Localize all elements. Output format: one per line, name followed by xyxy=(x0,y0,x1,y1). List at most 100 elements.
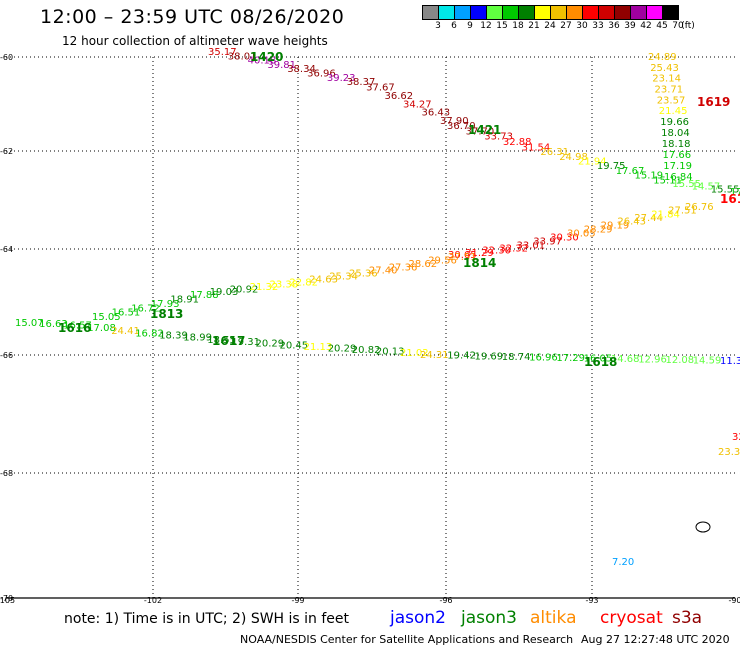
legend-bin-label: 39 xyxy=(624,21,636,31)
wave-height-value: 30.65 xyxy=(448,250,477,261)
legend-bin-label: 30 xyxy=(576,21,588,31)
track-id-label: 1619 xyxy=(697,95,730,109)
wave-height-value: 16.72 xyxy=(131,303,160,314)
wave-height-value: 18.39 xyxy=(159,331,188,342)
wave-height-value: 21.94 xyxy=(578,157,607,168)
track-labels: 1420 1421 1619 161 1814 1813 1616 1617 1618 xyxy=(58,50,740,369)
wave-height-value: 15.55 xyxy=(711,184,740,195)
wave-height-value: 18.91 xyxy=(170,295,199,306)
legend-unit: (ft) xyxy=(681,21,695,31)
wave-height-value: 28.62 xyxy=(409,259,438,270)
wave-height-value: 17.66 xyxy=(663,150,692,161)
wave-height-value: 15.19 xyxy=(635,171,664,182)
longitude-label: -93 xyxy=(585,596,598,605)
wave-height-value: 32.30 xyxy=(482,246,511,257)
footer-note: note: 1) Time is in UTC; 2) SWH is in fe… xyxy=(64,611,350,627)
wave-height-value: 18.18 xyxy=(662,139,691,150)
track-id-label: 1616 xyxy=(58,321,91,335)
wave-height-value: 28.29 xyxy=(584,225,613,236)
wave-height-value: 36.43 xyxy=(422,108,451,119)
wave-height-value: 32 xyxy=(732,432,740,443)
legend-swatch xyxy=(662,5,679,20)
map-title: 12:00 – 23:59 UTC 08/26/2020 xyxy=(40,6,345,28)
satellite-jason3: jason3 xyxy=(461,608,517,628)
wave-height-value: 26.76 xyxy=(685,202,714,213)
latitude-label: -66 xyxy=(0,351,13,360)
wave-height-value: 16.82 xyxy=(135,329,164,340)
footer-credit: NOAA/NESDIS Center for Satellite Applica… xyxy=(240,633,574,646)
wave-height-value: 16.63 xyxy=(39,319,68,330)
wave-height-value: 24.31 xyxy=(420,350,449,361)
wave-height-value: 36.62 xyxy=(385,91,414,102)
wave-height-value: 23.38 xyxy=(270,280,299,291)
wave-height-value: 14.57 xyxy=(692,182,721,193)
track-id-label: 1420 xyxy=(250,50,283,64)
legend-bin-label: 24 xyxy=(544,21,556,31)
wave-height-value: 22.82 xyxy=(289,277,318,288)
legend-bin-label: 18 xyxy=(512,21,524,31)
wave-height-value: 39.81 xyxy=(267,60,296,71)
wave-height-value: 24.89 xyxy=(648,52,677,63)
wave-height-value: 33.01 xyxy=(517,241,546,252)
wave-height-value: 17.67 xyxy=(616,166,645,177)
wave-height-value: 17.29 xyxy=(556,353,585,364)
legend-bin-label: 45 xyxy=(656,21,668,31)
wave-height-value: 27.40 xyxy=(369,266,398,277)
wave-height-value: 27.44 xyxy=(634,213,663,224)
wave-height-value: 21.45 xyxy=(659,106,688,117)
wave-height-value: 16.84 xyxy=(664,172,693,183)
legend-bin-label: 9 xyxy=(467,21,473,31)
wave-height-value: 21.13 xyxy=(304,342,333,353)
wave-height-value: 35.17 xyxy=(208,47,237,58)
wave-height-value: 37.90 xyxy=(440,116,469,127)
track-id-label: 1617 xyxy=(212,334,245,348)
wave-height-value: 27.51 xyxy=(448,252,477,263)
map-subtitle: 12 hour collection of altimeter wave hei… xyxy=(62,34,328,48)
latitude-label: -64 xyxy=(0,245,13,254)
wave-height-value: 32.32 xyxy=(499,243,528,254)
wave-height-value: 12.96 xyxy=(638,355,667,366)
legend-bin-label: 15 xyxy=(496,21,508,31)
wave-height-value: 15.11 xyxy=(653,175,682,186)
wave-height-value: 39.23 xyxy=(327,73,356,84)
track-id-label: 1813 xyxy=(150,307,183,321)
wave-height-value: 23.3 xyxy=(718,447,740,458)
wave-height-value: 38.37 xyxy=(347,77,376,88)
track-id-label: 161 xyxy=(720,192,740,206)
wave-height-value: 37.67 xyxy=(366,83,395,94)
satellite-jason2: jason2 xyxy=(390,608,446,628)
wave-height-value: 20.82 xyxy=(352,345,381,356)
longitude-label: -105 xyxy=(0,596,15,605)
latitude-label: -70 xyxy=(0,594,13,603)
wave-height-value: 26.31 xyxy=(540,147,569,158)
longitude-label: -99 xyxy=(291,596,304,605)
legend-bin-label: 33 xyxy=(592,21,604,31)
wave-height-value: 19.75 xyxy=(597,161,626,172)
wave-height-value: 29.56 xyxy=(428,256,457,267)
legend-bin-label: 36 xyxy=(608,21,620,31)
wave-height-value: 24.98 xyxy=(559,152,588,163)
wave-height-value: 23.57 xyxy=(657,95,686,106)
wave-height-value: 14.68 xyxy=(611,354,640,365)
wave-height-value: 24.41 xyxy=(111,326,140,337)
wave-height-map: -60 -62 -64 -66 -68 -70-105 -102 -99 -96 -93 -90 3… xyxy=(0,47,740,605)
wave-height-value: 19.42 xyxy=(447,351,476,362)
wave-height-value: 16.96 xyxy=(529,353,558,364)
wave-height-value: 16.05 xyxy=(584,354,613,365)
wave-height-value: 18.55 xyxy=(207,335,236,346)
wave-height-value: 33.97 xyxy=(533,237,562,248)
wave-height-value: 24.63 xyxy=(309,275,338,286)
wave-height-value: 17.88 xyxy=(190,290,219,301)
wave-height-value: 38.01 xyxy=(228,51,257,62)
wave-height-value: 15.55 xyxy=(672,179,701,190)
wave-height-value: 21.32 xyxy=(250,282,279,293)
legend-bin-label: 6 xyxy=(451,21,457,31)
wave-height-value: 17.19 xyxy=(663,161,692,172)
wave-height-value: 20.92 xyxy=(230,284,259,295)
wave-height-value: 18.74 xyxy=(502,352,531,363)
latitude-label: -68 xyxy=(0,469,13,478)
wave-height-value: 11.3 xyxy=(720,356,740,367)
wave-height-value: 30.30 xyxy=(550,233,579,244)
wave-height-value: 7.20 xyxy=(612,557,634,568)
wave-height-value: 34.27 xyxy=(403,99,432,110)
